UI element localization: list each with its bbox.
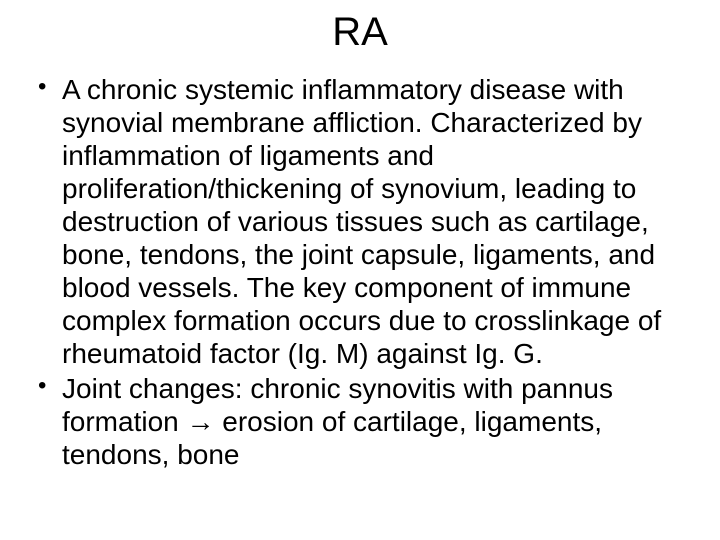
slide-body: A chronic systemic inflammatory disease … [20,73,700,471]
list-item: Joint changes: chronic synovitis with pa… [38,372,700,471]
list-item: A chronic systemic inflammatory disease … [38,73,700,370]
slide-title: RA [20,10,700,55]
slide: RA A chronic systemic inflammatory disea… [0,0,720,540]
bullet-list: A chronic systemic inflammatory disease … [38,73,700,471]
